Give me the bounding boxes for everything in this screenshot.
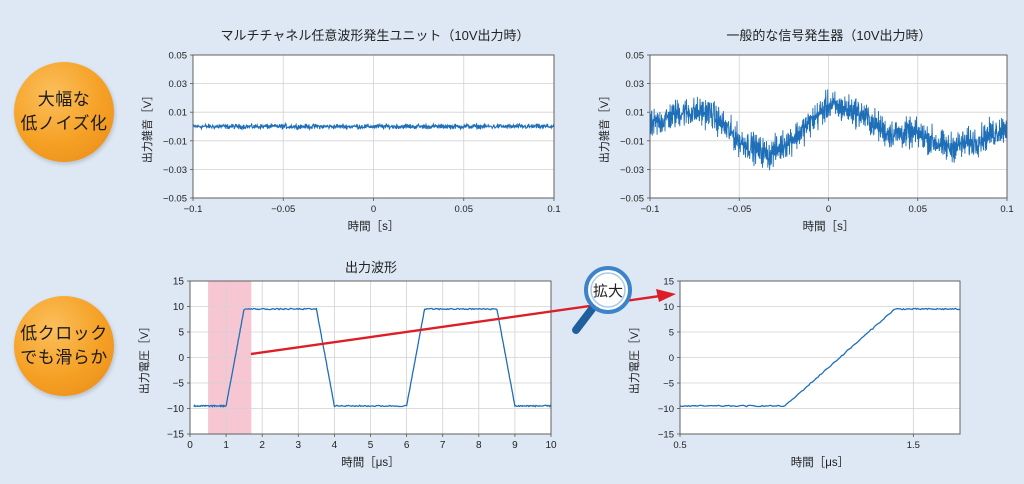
badge-line-2: 低ノイズ化	[20, 114, 108, 133]
x-tick-label: 5	[368, 440, 374, 451]
x-tick-label: 0.05	[909, 204, 928, 215]
y-tick-label: 5	[178, 328, 184, 339]
x-axis-label: 時間［s］	[348, 220, 400, 233]
y-tick-label: 0	[669, 353, 674, 364]
x-tick-label: 0	[371, 204, 376, 215]
x-tick-label: 2	[259, 440, 265, 451]
y-tick-label: −0.01	[163, 136, 187, 147]
y-axis-label: 出力雑音［V］	[597, 90, 611, 163]
x-tick-label: 0.1	[1000, 204, 1013, 215]
x-tick-label: 7	[440, 440, 446, 451]
x-tick-label: 8	[476, 440, 482, 451]
x-tick-label: 4	[332, 440, 338, 451]
series-line	[649, 89, 1008, 171]
x-tick-label: 0.05	[455, 204, 474, 215]
y-tick-label: 0.03	[169, 79, 188, 90]
y-tick-label: −0.05	[620, 194, 644, 205]
zoom-label: 拡大	[593, 283, 623, 300]
y-tick-label: 0.05	[169, 51, 188, 62]
magnifier-icon: 拡大	[572, 266, 632, 334]
x-tick-label: 1	[223, 440, 229, 451]
zoom-arrow-head	[656, 289, 676, 302]
y-tick-label: −15	[658, 430, 674, 441]
x-tick-label: 0.5	[673, 440, 686, 451]
y-tick-label: −0.03	[620, 165, 644, 176]
y-tick-label: 15	[663, 277, 674, 288]
badge-line-1: 低クロック	[20, 324, 108, 343]
x-tick-label: −0.05	[271, 204, 295, 215]
x-tick-label: −0.1	[184, 204, 203, 215]
badge-line-2: でも滑らか	[20, 348, 108, 367]
x-axis-label: 時間［μs］	[791, 456, 849, 469]
x-tick-label: 10	[545, 440, 557, 451]
y-tick-label: −15	[167, 430, 184, 441]
x-axis-label: 時間［s］	[803, 220, 855, 233]
y-tick-label: 0.05	[626, 51, 645, 62]
y-axis-label: 出力電圧［V］	[627, 321, 641, 394]
x-tick-label: 1.5	[907, 440, 920, 451]
x-axis-label: 時間［μs］	[341, 456, 399, 469]
y-tick-label: 0.03	[626, 79, 645, 90]
x-tick-label: 0	[187, 440, 193, 451]
chart-title: 一般的な信号発生器（10V出力時）	[726, 28, 931, 43]
magnifier-lens-inner	[590, 272, 626, 308]
x-tick-label: 3	[296, 440, 302, 451]
chart-title: 出力波形	[345, 260, 397, 275]
smooth-low-clock-badge: 低クロック でも滑らか	[14, 296, 114, 396]
y-tick-label: 10	[663, 302, 674, 313]
x-tick-label: 0	[826, 204, 831, 215]
badge-line-1: 大幅な	[37, 90, 91, 109]
x-tick-label: 6	[404, 440, 410, 451]
y-axis-label: 出力雑音［V］	[140, 90, 154, 163]
y-axis-label: 出力電圧［V］	[137, 321, 151, 394]
x-tick-label: 0.1	[547, 204, 560, 215]
y-tick-label: 0.01	[626, 108, 645, 119]
y-tick-label: −10	[658, 404, 674, 415]
series-line	[679, 307, 961, 408]
x-tick-label: −0.05	[727, 204, 751, 215]
y-tick-label: 15	[173, 277, 185, 288]
y-tick-label: 5	[669, 328, 674, 339]
chart-title: マルチチャネル任意波形発生ユニット（10V出力時）	[220, 28, 529, 43]
y-tick-label: −0.05	[163, 194, 187, 205]
series-line	[193, 307, 552, 408]
low-noise-badge: 大幅な 低ノイズ化	[14, 62, 114, 162]
y-tick-label: 0.01	[169, 108, 188, 119]
y-tick-label: 0	[178, 353, 184, 364]
chart-1: −0.1 −0.05 0 0.05 0.10.050.030.01−0.01−0.03−…	[140, 28, 561, 233]
y-tick-label: −0.03	[163, 165, 187, 176]
y-tick-label: −5	[173, 379, 185, 390]
series-line	[192, 121, 555, 132]
y-tick-label: −10	[167, 404, 184, 415]
magnifier-lens	[584, 266, 632, 314]
chart-3: 0 1 2 3 4 5 6 7 8 9 10 15 10 5 0 −5 −10 −15 時間［μs］ 出力電圧［V］ 出…	[137, 260, 557, 469]
chart-2: −0.1 −0.05 0 0.05 0.10.050.030.01−0.01−0.03−…	[597, 28, 1014, 233]
magnifier-handle	[572, 305, 596, 334]
y-tick-label: 10	[173, 302, 185, 313]
y-tick-label: −0.01	[620, 136, 644, 147]
x-tick-label: 9	[512, 440, 518, 451]
chart-4: 0.5 1.5 15 10 5 0 −5 −10 −15 時間［μs］ 出力電圧［V］	[627, 277, 961, 469]
x-tick-label: −0.1	[641, 204, 660, 215]
y-tick-label: −5	[663, 379, 674, 390]
